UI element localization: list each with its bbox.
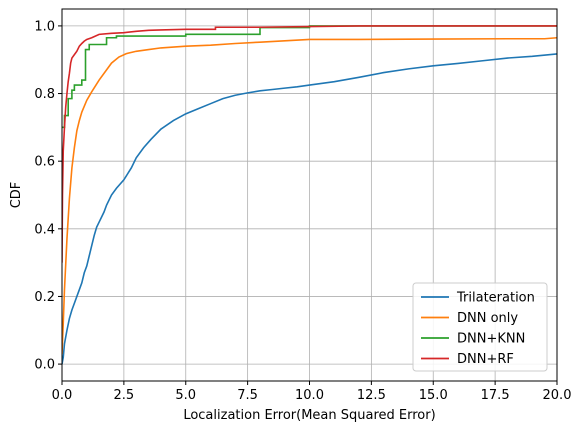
legend: Trilateration DNN only DNN+KNN DNN+RF <box>412 282 548 372</box>
legend-label: DNN only <box>457 311 518 326</box>
y-tick-label: 0.4 <box>34 222 55 237</box>
x-tick-label: 12.5 <box>357 388 386 403</box>
series-lines <box>62 25 557 365</box>
x-tick-label: 2.5 <box>114 388 135 403</box>
series-line-dnn-rf <box>62 25 557 263</box>
legend-label: DNN+KNN <box>457 332 525 347</box>
x-tick-label: 5.0 <box>175 388 196 403</box>
y-tick-label: 0.6 <box>34 155 55 170</box>
x-tick-label: 10.0 <box>295 388 324 403</box>
series-line-dnn-knn <box>62 25 557 129</box>
y-axis-label: CDF <box>9 182 24 209</box>
x-tick-label: 7.5 <box>237 388 258 403</box>
legend-label: DNN+RF <box>457 352 514 367</box>
x-tick-label: 0.0 <box>52 388 73 403</box>
series-line-trilateration <box>62 53 557 365</box>
x-tick-label: 20.0 <box>543 388 572 403</box>
series-line-dnn-only <box>62 36 557 354</box>
legend-label: Trilateration <box>456 291 535 306</box>
x-axis-label: Localization Error(Mean Squared Error) <box>183 408 435 423</box>
x-tick-label: 17.5 <box>481 388 510 403</box>
y-tick-label: 0.2 <box>34 290 55 305</box>
axis-ticks: 0.0 2.5 5.0 7.5 10.0 12.5 15.0 17.5 20.0 0.0 0.2 0.… <box>34 19 571 403</box>
y-tick-label: 1.0 <box>34 19 55 34</box>
legend-box <box>412 282 548 372</box>
y-tick-label: 0.0 <box>34 358 55 373</box>
y-tick-label: 0.8 <box>34 87 55 102</box>
x-tick-label: 15.0 <box>419 388 448 403</box>
